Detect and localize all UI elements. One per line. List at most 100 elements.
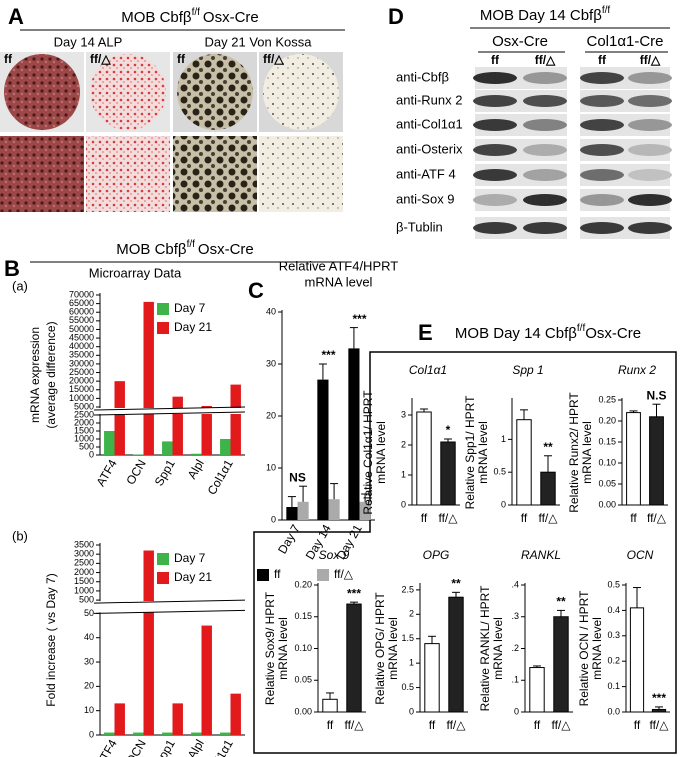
blot-band	[580, 95, 624, 107]
y-tick-label: 0.5	[607, 579, 620, 589]
x-tick-label: ff	[534, 718, 541, 732]
chart-label: (b)	[12, 528, 28, 543]
panel-d: D MOB Day 14 Cbfβf/f Osx-Cre Col1α1-Cre …	[388, 4, 672, 239]
bar	[114, 381, 125, 455]
y-axis-label: (average difference)	[44, 321, 58, 428]
y-tick-label: 10	[266, 462, 276, 472]
x-tick-label: ATF4	[93, 737, 120, 757]
row-label: β-Tublin	[396, 219, 443, 234]
zoom-image	[86, 136, 170, 212]
y-tick-label: 2.5	[401, 584, 414, 594]
x-tick-label: ff	[421, 511, 428, 525]
x-tick-label: ff/△	[344, 718, 364, 732]
y-tick-label: 0	[501, 499, 506, 509]
bar	[448, 596, 464, 713]
axis-break	[93, 411, 246, 416]
title-text: MOB Day 14 Cbfβ	[480, 7, 602, 24]
error-bar	[633, 587, 641, 608]
y-tick-label: 1	[501, 434, 506, 444]
x-tick-label: Alpl	[185, 457, 207, 481]
bar	[553, 616, 569, 713]
bar	[230, 384, 241, 455]
panel-frame	[253, 351, 677, 754]
error-bar	[428, 635, 436, 644]
y-axis-label: mRNA level	[276, 617, 290, 680]
stain-label: Day 21 Von Kossa	[205, 34, 313, 49]
error-bar	[520, 409, 528, 420]
y-tick-label: 50	[84, 608, 94, 618]
well	[177, 54, 253, 130]
blot-band	[523, 95, 567, 107]
error-bar	[452, 591, 460, 598]
y-tick-label: 35000	[69, 350, 94, 360]
y-tick-label: .2	[511, 643, 519, 653]
legend-swatch	[157, 322, 169, 334]
y-axis-label: mRNA level	[580, 421, 594, 484]
bar	[629, 607, 645, 713]
x-tick-label: ff/△	[649, 718, 669, 732]
y-axis-label: mRNA level	[491, 617, 505, 680]
y-axis-label: Relative OPG/ HPRT	[373, 592, 387, 705]
y-tick-label: 3500	[74, 539, 94, 549]
y-tick-label: 45000	[69, 332, 94, 342]
y-tick-label: .4	[511, 579, 519, 589]
y-tick-label: 50000	[69, 324, 94, 334]
y-tick-label: 30000	[69, 358, 94, 368]
y-tick-label: .1	[511, 675, 519, 685]
annotation: ***	[321, 348, 335, 362]
x-tick-label: ff	[429, 718, 436, 732]
x-tick-label: ff/△	[438, 511, 458, 525]
title-sup: f/f	[577, 323, 586, 334]
x-tick-label: ff/△	[551, 718, 571, 732]
y-axis-label: Relative Col1α1/ HPRT	[361, 390, 375, 515]
x-tick-label: ff	[327, 718, 334, 732]
panel-a: A MOB Cbfβf/f Osx-Cre Day 14 ALP Day 21 V…	[0, 4, 345, 212]
y-axis-label: Relative Sox9/ HPRT	[263, 591, 277, 705]
panel-title: MOB Day 14 Cbfβf/fOsx-Cre	[455, 323, 641, 342]
y-tick-label: 20	[266, 410, 276, 420]
bar	[317, 379, 329, 520]
panel-letter: D	[388, 4, 404, 29]
bar	[328, 499, 340, 520]
stain-label: Day 14 ALP	[54, 34, 123, 49]
error-bar	[420, 408, 428, 412]
y-tick-label: 1500	[74, 576, 94, 586]
y-tick-label: 0.0	[607, 706, 620, 716]
well	[4, 54, 80, 130]
bar	[346, 603, 362, 713]
axis-break	[93, 406, 246, 411]
blot-band	[628, 144, 672, 156]
y-tick-label: 3000	[74, 549, 94, 559]
axis-break-gap	[94, 408, 245, 414]
error-bar	[629, 410, 638, 413]
zoom-image	[259, 136, 343, 212]
bar	[348, 348, 360, 520]
x-tick-label: OCN	[123, 737, 148, 757]
blot-band	[473, 72, 517, 84]
y-tick-label: 0.00	[598, 499, 616, 509]
blot-band	[473, 169, 517, 181]
genotype-label: ff/△	[90, 52, 111, 66]
legend-swatch	[157, 553, 169, 565]
error-bar	[349, 327, 358, 349]
y-axis-label: mRNA level	[590, 617, 604, 680]
blot-band	[523, 119, 567, 131]
annotation: N.S	[646, 388, 666, 402]
chart-title: Sox 9	[319, 548, 350, 562]
annotation: **	[451, 576, 461, 590]
bar	[529, 667, 545, 713]
y-tick-label: 0.00	[294, 706, 312, 716]
axis-break	[93, 599, 246, 604]
genotype-label: ff	[177, 52, 186, 66]
annotation: **	[543, 440, 553, 454]
y-tick-label: 15000	[69, 384, 94, 394]
bar	[133, 732, 144, 735]
y-tick-label: 0.5	[493, 467, 506, 477]
y-tick-label: 10000	[69, 393, 94, 403]
y-tick-label: 0.20	[598, 415, 616, 425]
x-tick-label: Day 7	[275, 522, 303, 556]
legend-swatch	[257, 569, 269, 581]
group-label: Osx-Cre	[492, 33, 548, 50]
y-tick-label: 5000	[74, 401, 94, 411]
